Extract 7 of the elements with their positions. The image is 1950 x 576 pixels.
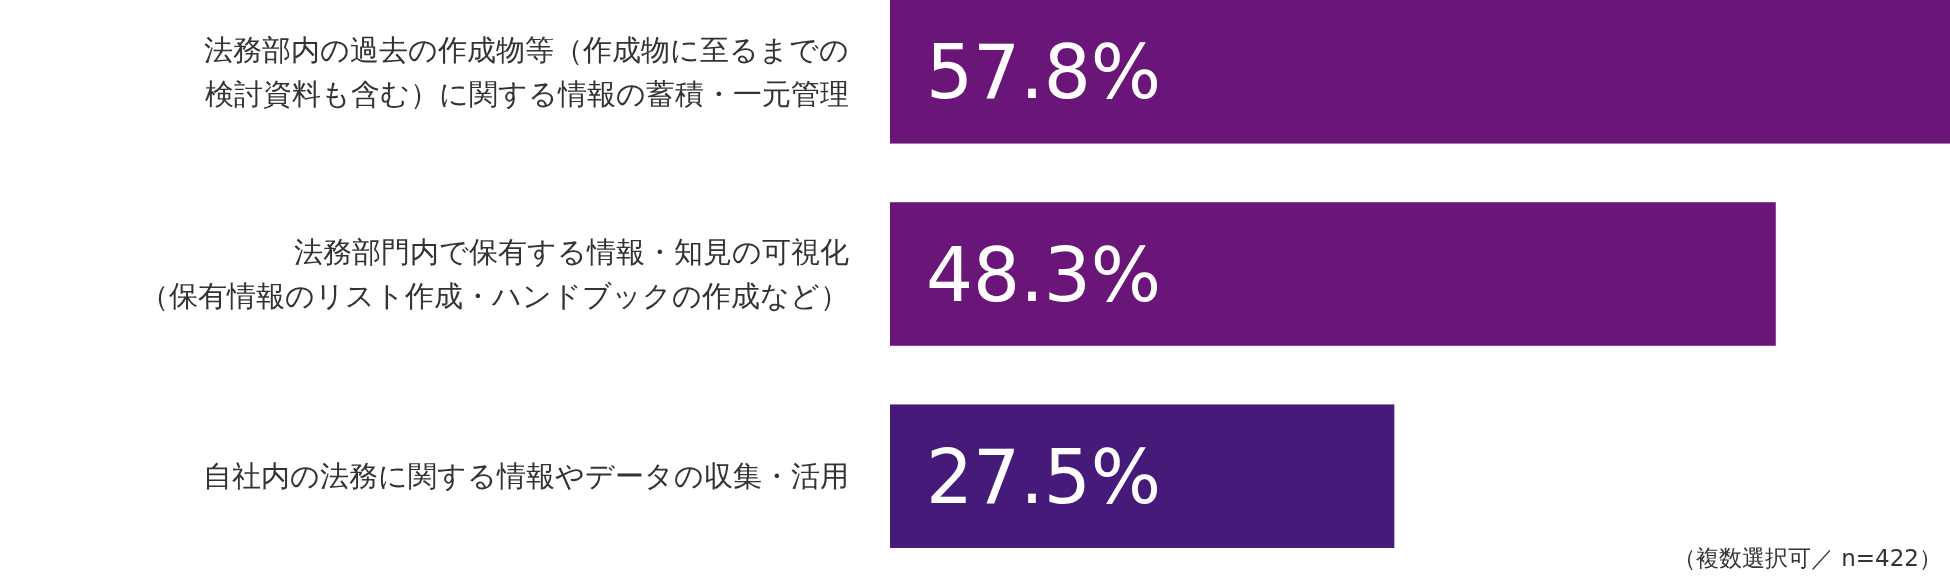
y-tick-label: 法務部内の過去の作成物等（作成物に至るまでの検討資料も含む）に関する情報の蓄積・一元管理 — [204, 32, 849, 111]
annotation: （複数選択可／ n=422） — [1672, 545, 1942, 571]
data-label: 57.8% — [926, 29, 1162, 116]
y-tick-label: 法務部門内で保有する情報・知見の可視化（保有情報のリスト作成・ハンドブックの作成など） — [140, 235, 849, 314]
y-tick-label: 自社内の法務に関する情報やデータの収集・活用 — [203, 459, 849, 494]
data-label: 27.5% — [926, 433, 1162, 520]
data-label: 48.3% — [926, 231, 1162, 318]
